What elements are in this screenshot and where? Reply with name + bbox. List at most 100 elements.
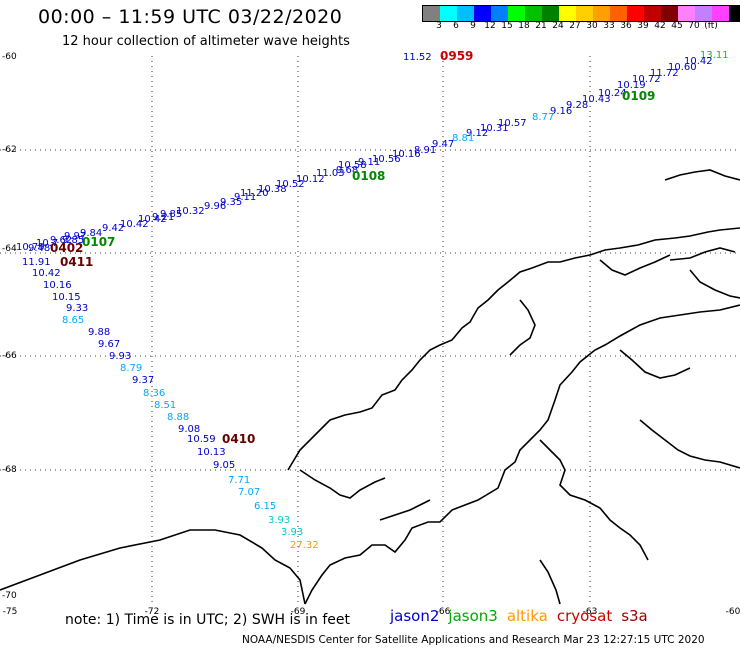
- colorbar-swatch: [508, 6, 525, 21]
- wave-height-value: 8.36: [143, 388, 165, 399]
- wave-height-value: 9.37: [132, 375, 154, 386]
- coastline-segment: [619, 349, 691, 379]
- page-title: 00:00 – 11:59 UTC 03/22/2020: [38, 6, 343, 28]
- wave-height-value: 10.72: [632, 74, 661, 85]
- wave-height-value: 9.08: [178, 424, 200, 435]
- wave-height-value: 9.96: [204, 201, 226, 212]
- wave-height-value: 10.56: [372, 154, 401, 165]
- wave-height-value: 9.67: [98, 339, 120, 350]
- wave-height-value: 9.62: [50, 235, 72, 246]
- colorbar-tick-label: 12: [484, 21, 496, 31]
- colorbar-tick-label: 21: [535, 21, 547, 31]
- wave-height-value: 10.42: [138, 214, 167, 225]
- wave-height-value: 3.93: [281, 527, 303, 538]
- longitude-label: -60: [726, 607, 740, 617]
- coastline-segment: [379, 499, 431, 521]
- wave-height-value: 8.91: [414, 145, 436, 156]
- wave-height-value: 9.05: [213, 460, 235, 471]
- map-frame: [0, 56, 740, 604]
- colorbar-tick-label: 3: [436, 21, 442, 31]
- wave-height-value: 8.81: [452, 133, 474, 144]
- latitude-label: -60: [2, 52, 17, 62]
- wave-height-value: 8.88: [167, 412, 189, 423]
- wave-height-value: 8.51: [154, 400, 176, 411]
- colorbar-swatch: [457, 6, 474, 21]
- wave-height-value: 10.13: [197, 447, 226, 458]
- colorbar-tick-label: 24: [552, 21, 564, 31]
- colorbar-swatch: [491, 6, 508, 21]
- mission-legend-item: jason2: [390, 607, 440, 625]
- colorbar-tick-label: 15: [501, 21, 513, 31]
- colorbar-unit: (ft): [704, 21, 718, 31]
- wave-height-value: 9.33: [66, 303, 88, 314]
- wave-height-value: 3.93: [268, 515, 290, 526]
- colorbar-swatch: [712, 6, 729, 21]
- colorbar-swatch: [610, 6, 627, 21]
- coastline-segment: [664, 169, 740, 181]
- wave-height-value: 9.28: [566, 100, 588, 111]
- wave-height-value: 7.07: [238, 487, 260, 498]
- wave-height-value: 9.16: [550, 106, 572, 117]
- coastline-segment: [509, 299, 536, 356]
- colorbar-tick-label: 45: [671, 21, 683, 31]
- wave-height-value: 9.97: [64, 231, 86, 242]
- wave-height-value: 10.16: [43, 280, 72, 291]
- wave-height-value: 10.58: [338, 160, 367, 171]
- wave-height-value: 11.03: [316, 168, 345, 179]
- wave-height-value: 10.24: [598, 88, 627, 99]
- coastline-segment: [599, 254, 671, 276]
- wave-height-value: 10.19: [617, 80, 646, 91]
- latitude-label: -70: [2, 591, 17, 601]
- pass-id-label: 0410: [222, 432, 255, 446]
- colorbar-swatch: [678, 6, 695, 21]
- colorbar-swatch: [440, 6, 457, 21]
- colorbar-tick-label: 70: [688, 21, 700, 31]
- pass-id-label: 0107: [82, 235, 115, 249]
- colorbar-swatch: [423, 6, 440, 21]
- colorbar-tick-label: 6: [453, 21, 459, 31]
- colorbar-tick-label: 18: [518, 21, 530, 31]
- wave-height-value: 10.38: [258, 184, 287, 195]
- wave-height-value: 10.32: [176, 206, 205, 217]
- wave-height-value: 8.79: [120, 363, 142, 374]
- mission-legend-item: cryosat: [556, 607, 613, 625]
- mission-legend: jason2 jason3 altika cryosat s3a: [390, 607, 657, 625]
- latitude-label: -64: [2, 244, 17, 254]
- colorbar-tick-label: 27: [569, 21, 581, 31]
- wave-height-value: 10.43: [582, 94, 611, 105]
- wave-height-value: 11.91: [22, 257, 51, 268]
- coastline-segment: [0, 529, 306, 605]
- wave-height-value: 13.11: [700, 50, 729, 61]
- wave-height-value: 6.15: [254, 501, 276, 512]
- wave-height-value: 7.71: [228, 475, 250, 486]
- colorbar-swatch: [729, 6, 740, 21]
- coastline-segment: [299, 469, 386, 499]
- wave-height-value: 10.42: [684, 56, 713, 67]
- colorbar-tick-label: 30: [586, 21, 598, 31]
- pass-id-label: 0959: [440, 49, 473, 63]
- wave-height-value: 10.15: [52, 292, 81, 303]
- colorbar-swatch: [576, 6, 593, 21]
- wave-height-value: 10.16: [392, 149, 421, 160]
- wave-height-value: 9.93: [109, 351, 131, 362]
- colorbar-swatch: [627, 6, 644, 21]
- pass-id-label: 0402: [50, 241, 83, 255]
- coastline-segment: [669, 247, 736, 261]
- coastline: [0, 169, 740, 605]
- wave-height-value: 9.11: [234, 192, 256, 203]
- wave-height-value: 9.12: [466, 128, 488, 139]
- coastline-segment: [539, 559, 561, 605]
- wave-height-value: 10.31: [480, 123, 509, 134]
- coastline-segment: [287, 227, 740, 471]
- colorbar-tick-label: 36: [620, 21, 632, 31]
- wave-height-value: 9.84: [80, 228, 102, 239]
- wave-height-value: 10.12: [296, 174, 325, 185]
- colorbar-ticks: 3 6 9 12 15 18 21 24 27 30 33 36 39 42 45 70 (ft): [422, 21, 740, 33]
- mission-legend-item: jason3: [448, 607, 498, 625]
- colorbar-swatch: [474, 6, 491, 21]
- wave-height-value: 8.77: [532, 112, 554, 123]
- wave-height-colorbar: [422, 5, 740, 22]
- wave-height-value: 9.47: [432, 139, 454, 150]
- colorbar-tick-label: 39: [637, 21, 649, 31]
